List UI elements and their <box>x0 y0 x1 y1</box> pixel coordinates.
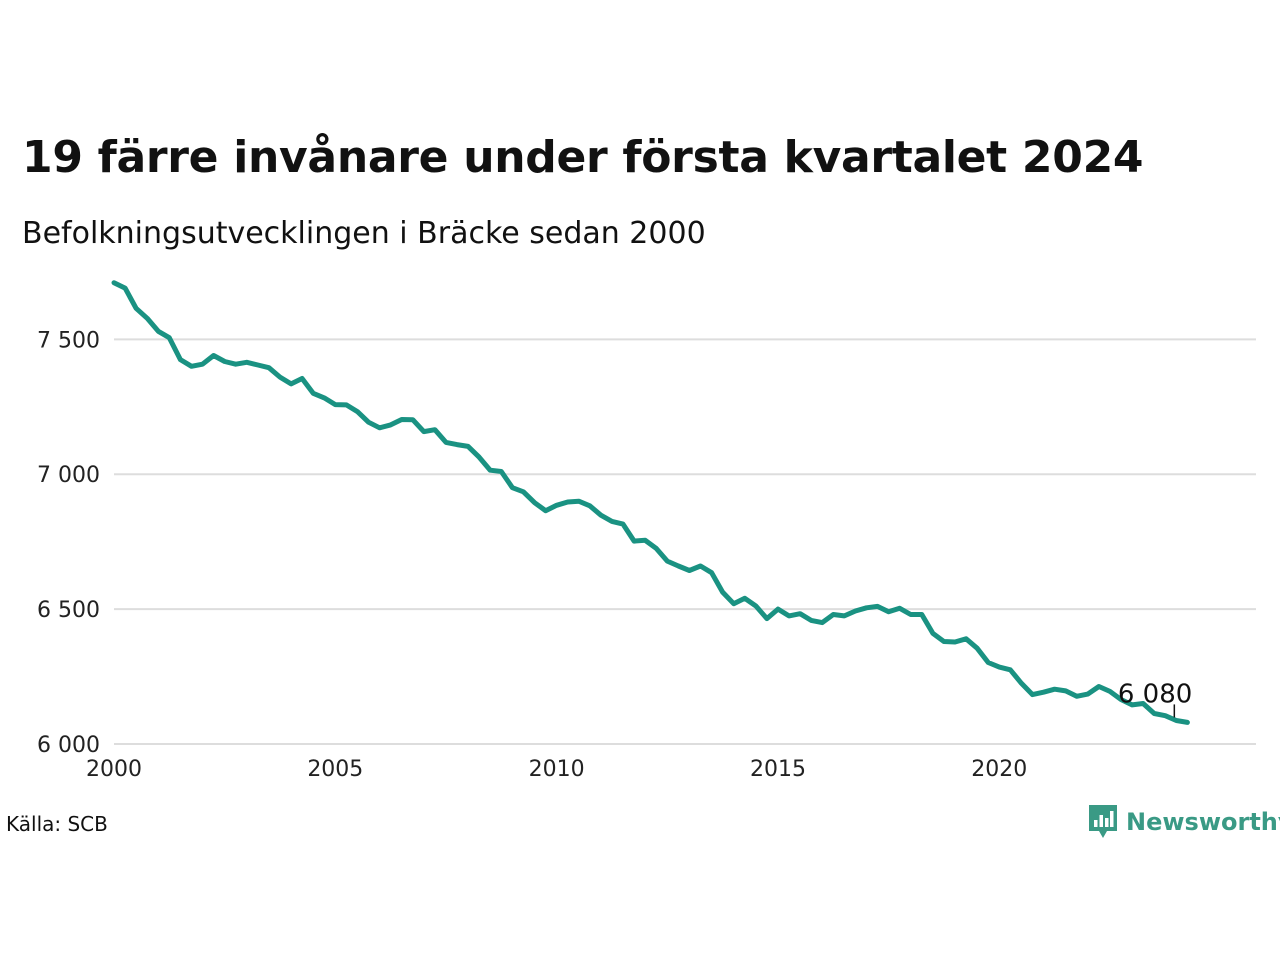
x-tick-label: 2000 <box>86 757 142 782</box>
y-tick-label: 7 000 <box>37 463 100 488</box>
y-tick-label: 6 500 <box>37 598 100 623</box>
y-tick-label: 6 000 <box>37 733 100 758</box>
chart-title: 19 färre invånare under första kvartalet… <box>22 132 1144 183</box>
source-note: Källa: SCB <box>6 812 108 836</box>
chart-subtitle: Befolkningsutvecklingen i Bräcke sedan 2… <box>22 216 706 251</box>
brand-logo[interactable]: Newsworthy <box>1088 804 1280 840</box>
x-tick-label: 2020 <box>971 757 1027 782</box>
x-tick-label: 2005 <box>307 757 363 782</box>
y-tick-label: 7 500 <box>37 328 100 353</box>
series-line <box>111 280 1190 725</box>
bar-chart-speech-bubble-icon <box>1089 805 1117 838</box>
x-tick-label: 2010 <box>529 757 585 782</box>
brand-name: Newsworthy <box>1126 808 1280 836</box>
x-tick-label: 2015 <box>750 757 806 782</box>
end-value-label: 6 080 <box>1118 679 1192 709</box>
